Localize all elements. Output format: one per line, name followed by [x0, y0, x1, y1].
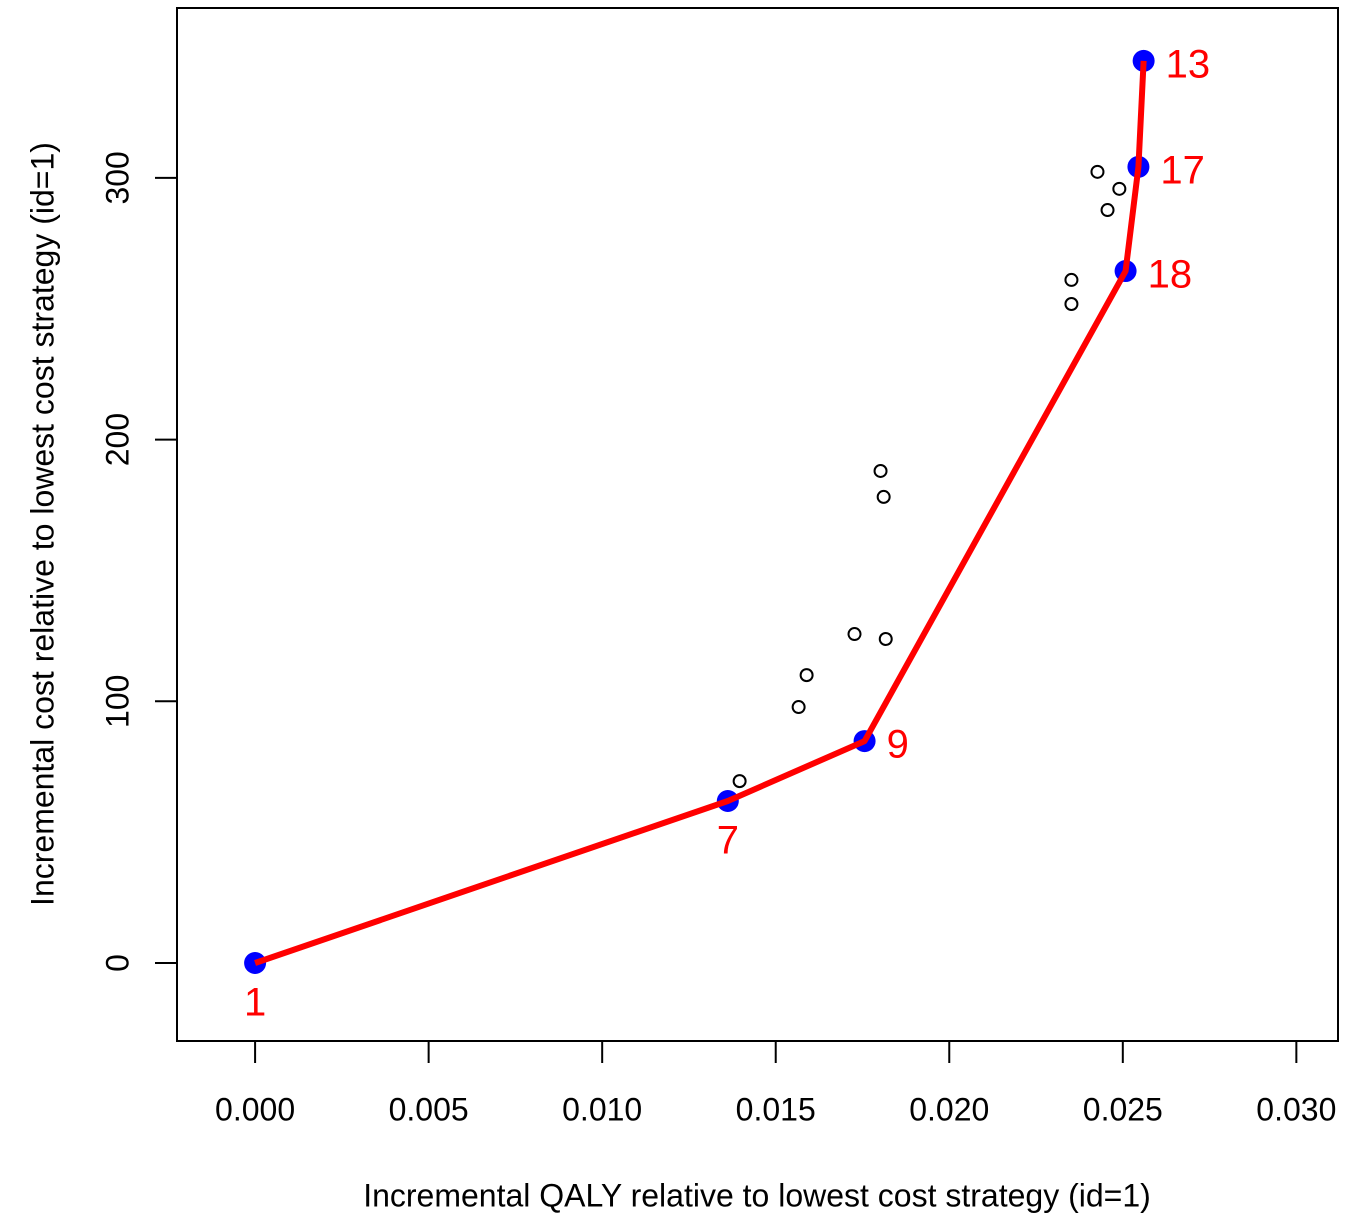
point [732, 774, 747, 789]
point-label: 1 [244, 981, 266, 1025]
x-tick-label: 0.025 [1083, 1091, 1163, 1127]
point-label: 18 [1148, 253, 1193, 297]
y-tick-label: 100 [99, 675, 135, 728]
y-tick-label: 300 [99, 151, 135, 204]
point [873, 463, 888, 478]
point [1064, 297, 1079, 312]
x-tick-label: 0.005 [389, 1091, 469, 1127]
x-tick-label: 0.030 [1256, 1091, 1336, 1127]
x-axis-label: Incremental QALY relative to lowest cost… [363, 1177, 1151, 1213]
y-tick-label: 200 [99, 413, 135, 466]
point [1064, 272, 1079, 287]
point-label: 17 [1160, 148, 1205, 192]
x-tick-label: 0.020 [909, 1091, 989, 1127]
y-axis-label: Incremental cost relative to lowest cost… [24, 142, 60, 906]
point [847, 627, 862, 642]
x-tick-label: 0.010 [562, 1091, 642, 1127]
x-tick-label: 0.015 [736, 1091, 816, 1127]
point [799, 668, 814, 683]
point [876, 489, 891, 504]
point-label: 7 [717, 819, 739, 863]
point-label: 13 [1166, 42, 1211, 86]
frontier-line [254, 60, 1147, 966]
point [878, 632, 893, 647]
x-tick-label: 0.000 [215, 1091, 295, 1127]
point [1100, 203, 1115, 218]
y-tick-label: 0 [99, 954, 135, 972]
point-label: 9 [887, 723, 909, 767]
point [1090, 164, 1105, 179]
point [791, 700, 806, 715]
point [1112, 181, 1127, 196]
